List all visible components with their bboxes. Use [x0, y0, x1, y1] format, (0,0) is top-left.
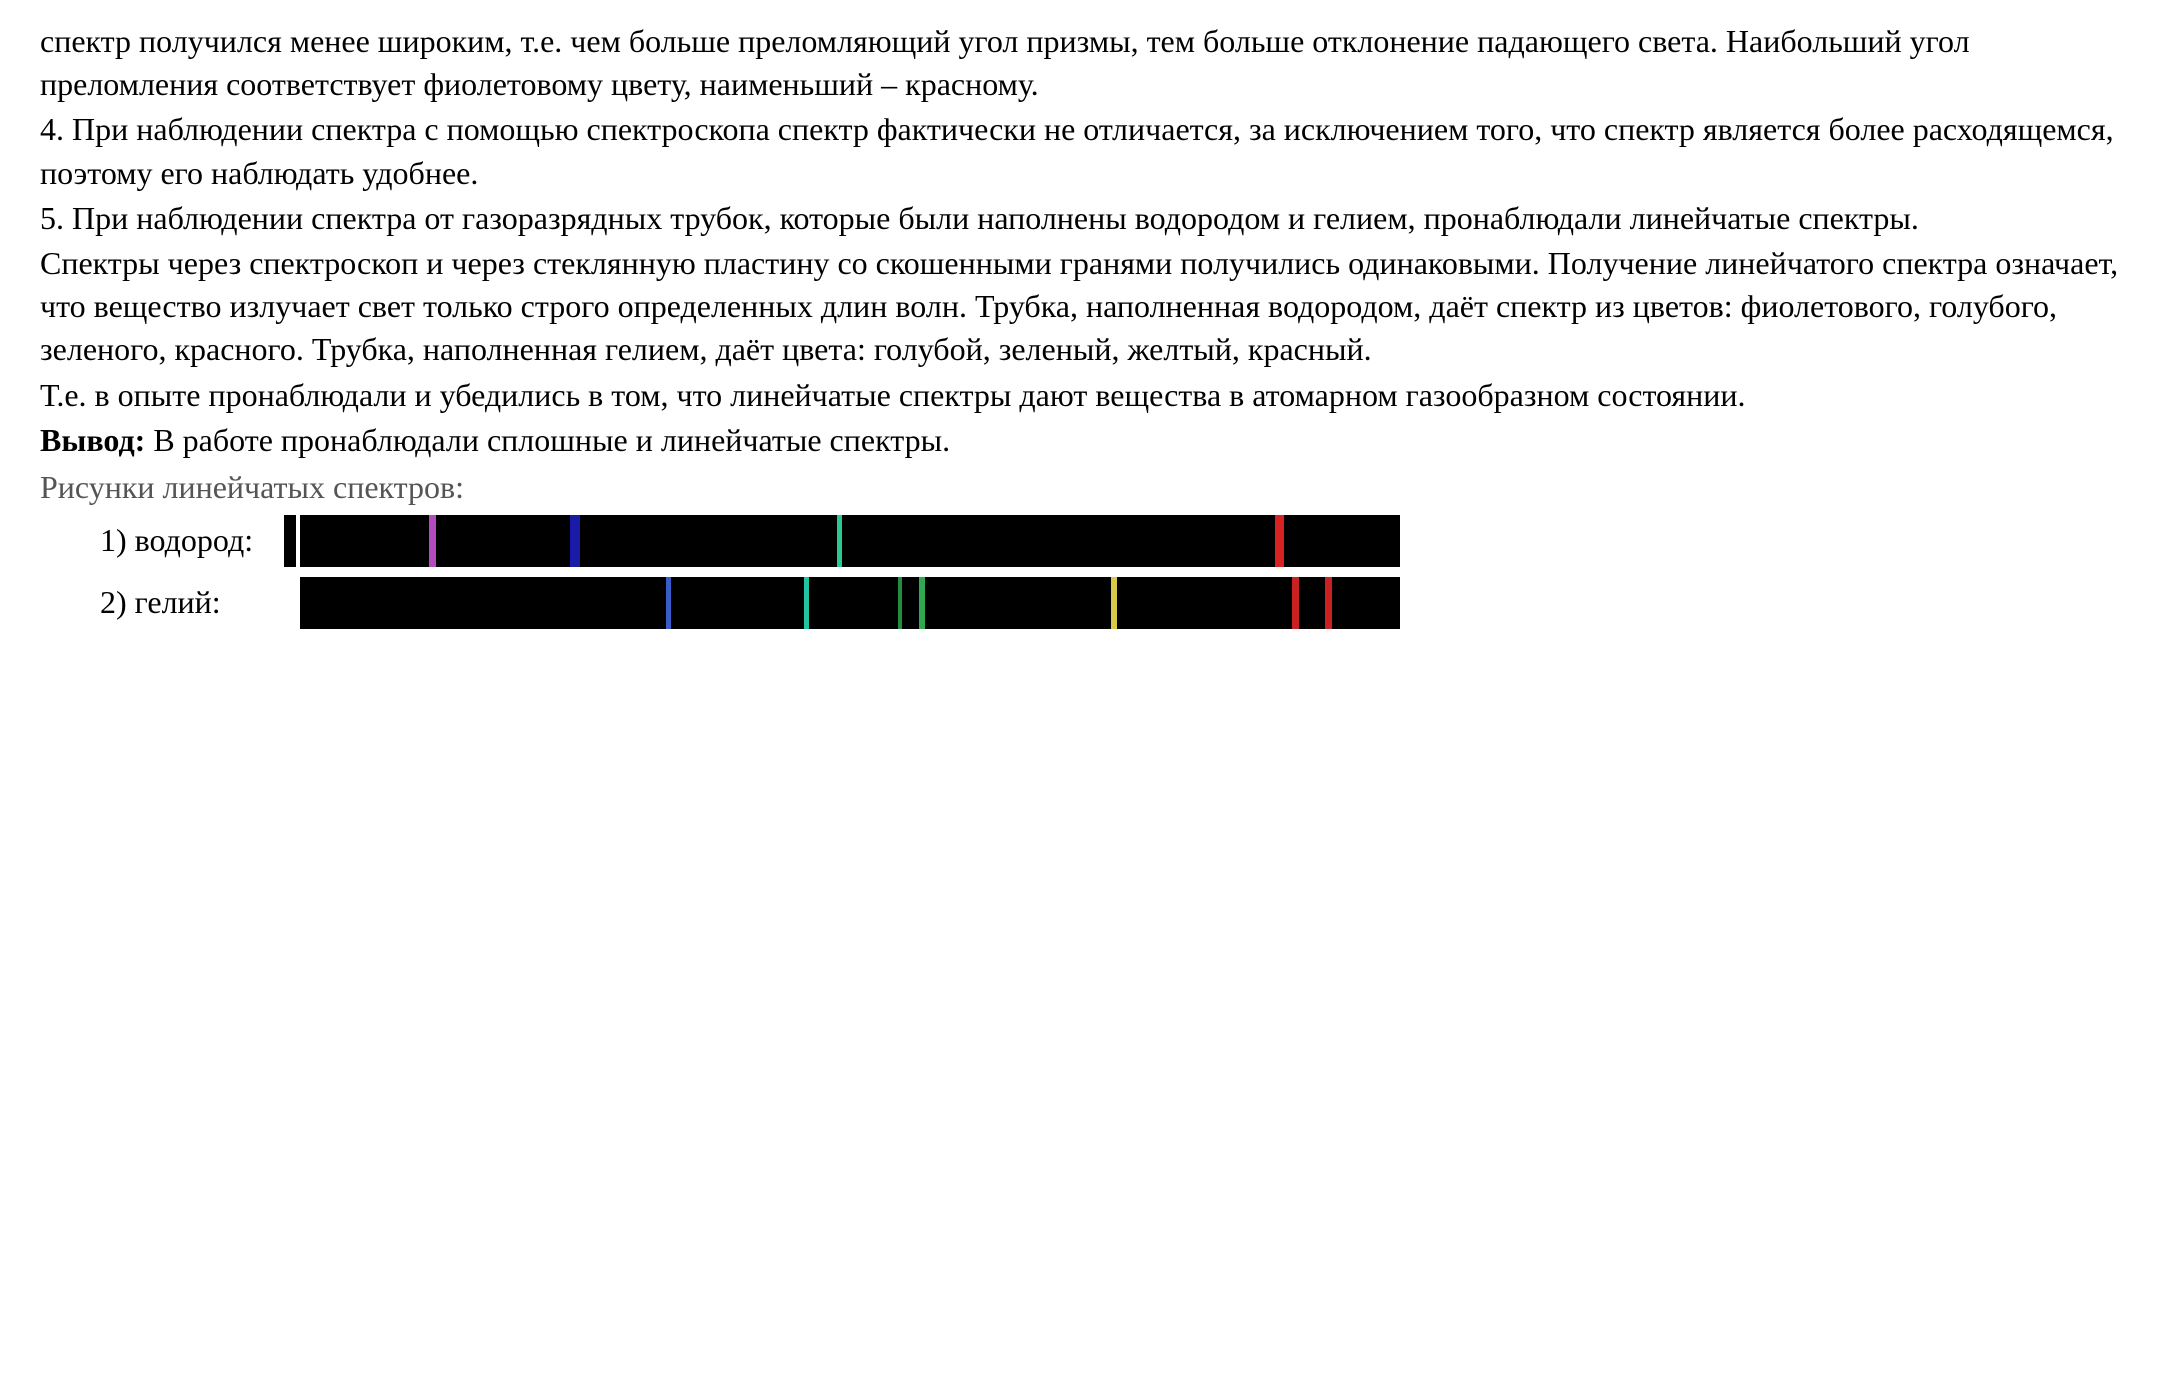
spectral-line — [429, 515, 436, 567]
spectrum-bar-helium — [300, 577, 1400, 629]
spectral-line — [1275, 515, 1284, 567]
spectral-line — [898, 577, 902, 629]
spectral-line — [1111, 577, 1117, 629]
spectrum-row-helium: 2) гелий: — [40, 577, 2123, 629]
spectral-line — [837, 515, 842, 567]
paragraph: Т.е. в опыте пронаблюдали и убедились в … — [40, 374, 2123, 417]
spectrum-marker — [284, 515, 296, 567]
spectrum-bar-hydrogen — [300, 515, 1400, 567]
conclusion-label: Вывод: — [40, 422, 145, 458]
spectral-line — [1325, 577, 1332, 629]
spectral-line — [570, 515, 580, 567]
spectral-line — [1292, 577, 1299, 629]
conclusion-text: В работе пронаблюдали сплошные и линейча… — [145, 422, 950, 458]
paragraph: 4. При наблюдении спектра с помощью спек… — [40, 108, 2123, 194]
spectra-block: 1) водород: 2) гелий: — [40, 515, 2123, 629]
spectral-line — [919, 577, 925, 629]
spectral-line — [804, 577, 809, 629]
paragraph: 5. При наблюдении спектра от газоразрядн… — [40, 197, 2123, 240]
spectrum-label-hydrogen: 1) водород: — [40, 519, 300, 562]
paragraph: спектр получился менее широким, т.е. чем… — [40, 20, 2123, 106]
spectral-line — [666, 577, 671, 629]
spectrum-row-hydrogen: 1) водород: — [40, 515, 2123, 567]
paragraph: Спектры через спектроскоп и через стекля… — [40, 242, 2123, 372]
spectra-caption: Рисунки линейчатых спектров: — [40, 466, 2123, 509]
conclusion-line: Вывод: В работе пронаблюдали сплошные и … — [40, 419, 2123, 462]
spectrum-label-helium: 2) гелий: — [40, 581, 300, 624]
document-body: спектр получился менее широким, т.е. чем… — [40, 20, 2123, 417]
